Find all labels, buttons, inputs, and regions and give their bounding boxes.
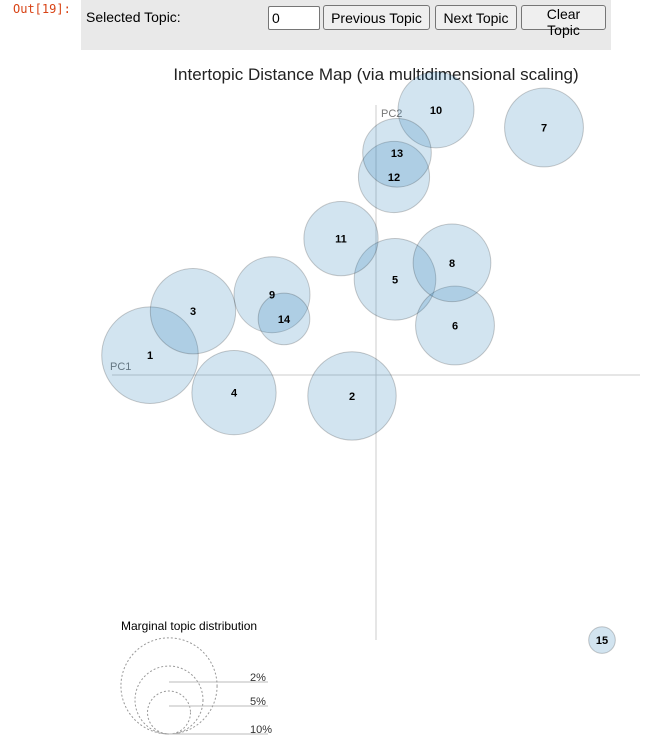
topic-bubble-13[interactable] <box>362 117 432 188</box>
topic-label-3: 3 <box>190 306 196 318</box>
marginal-distribution-legend: Marginal topic distribution 2% 5% 10% <box>120 619 272 736</box>
topic-toolbar: Selected Topic: Previous Topic Next Topi… <box>81 0 611 50</box>
legend-label: 5% <box>250 696 266 708</box>
topic-label-7: 7 <box>541 123 547 135</box>
topic-label-14: 14 <box>278 314 291 326</box>
topic-bubble-3[interactable] <box>149 268 237 355</box>
topic-bubble-14[interactable] <box>257 292 311 346</box>
legend-label: 10% <box>250 724 272 736</box>
topic-label-6: 6 <box>452 321 458 333</box>
topic-label-12: 12 <box>388 172 400 184</box>
next-topic-button[interactable]: Next Topic <box>435 5 517 30</box>
topic-label-9: 9 <box>269 290 275 302</box>
topic-bubble-6[interactable] <box>415 285 495 366</box>
legend-circle-5pct <box>134 665 204 735</box>
topic-bubble-7[interactable] <box>504 87 584 168</box>
topic-label-1: 1 <box>147 350 153 362</box>
chart-title: Intertopic Distance Map (via multidimens… <box>173 65 578 84</box>
topic-bubble-5[interactable] <box>353 237 437 321</box>
topic-label-5: 5 <box>392 274 398 286</box>
topic-label-13: 13 <box>391 148 403 160</box>
topic-bubble-9[interactable] <box>233 256 311 334</box>
output-prompt: Out[19]: <box>13 2 71 16</box>
topic-label-2: 2 <box>349 391 355 403</box>
legend-circle-2pct <box>147 690 191 735</box>
previous-topic-button[interactable]: Previous Topic <box>323 5 430 30</box>
topic-label-4: 4 <box>231 388 238 400</box>
topic-bubble-10[interactable] <box>397 71 475 149</box>
topic-bubble-11[interactable] <box>303 200 379 277</box>
topic-bubble-8[interactable] <box>412 223 492 303</box>
clear-topic-button[interactable]: Clear Topic <box>521 5 606 38</box>
topic-bubble-4[interactable] <box>191 349 277 436</box>
x-axis-label: PC1 <box>110 361 131 373</box>
topic-label-10: 10 <box>430 105 442 117</box>
topic-bubble-1[interactable] <box>101 306 199 404</box>
topic-bubble-2[interactable] <box>307 351 397 441</box>
selected-topic-input[interactable] <box>268 6 320 30</box>
topic-label-8: 8 <box>449 258 455 270</box>
legend-label: 2% <box>250 672 266 684</box>
topic-bubble-12[interactable] <box>357 140 431 214</box>
legend-title: Marginal topic distribution <box>121 619 257 633</box>
topic-label-15: 15 <box>596 635 608 647</box>
legend-circle-10pct <box>120 637 218 735</box>
selected-topic-label: Selected Topic: <box>86 9 181 25</box>
topic-bubble-15[interactable] <box>588 626 616 654</box>
topic-label-11: 11 <box>335 234 347 246</box>
y-axis-label: PC2 <box>381 108 402 120</box>
